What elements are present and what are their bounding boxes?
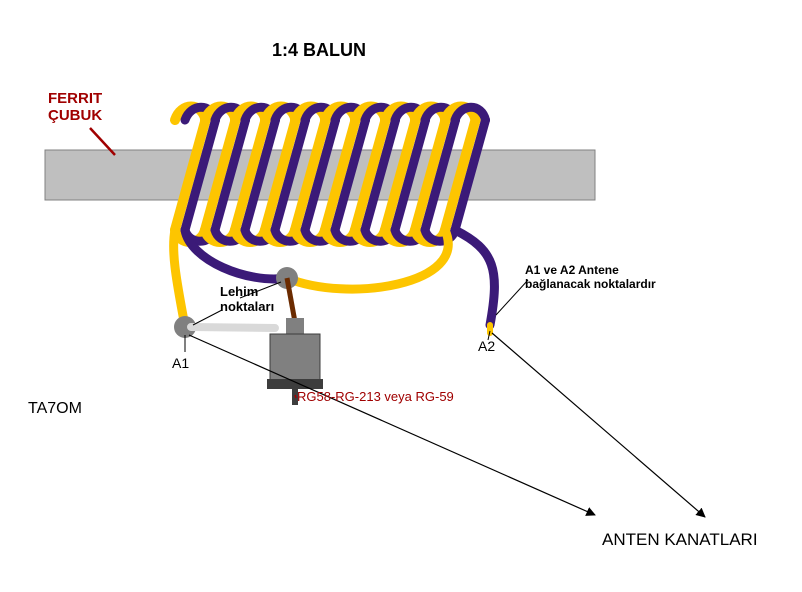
connector-pin bbox=[286, 318, 304, 336]
lehim-leader-2 bbox=[193, 310, 222, 325]
balun-diagram bbox=[0, 0, 802, 592]
a2-label: A2 bbox=[478, 338, 495, 354]
coax-leader bbox=[295, 395, 296, 398]
arrow-a2-anten bbox=[492, 333, 705, 517]
link-a1-connector bbox=[191, 327, 275, 328]
anten-label: ANTEN KANATLARI bbox=[602, 530, 758, 550]
connector-body bbox=[270, 334, 320, 385]
note-leader bbox=[496, 280, 528, 315]
arrow-a1-anten bbox=[189, 335, 595, 515]
a1-label: A1 bbox=[172, 355, 189, 371]
note-label: A1 ve A2 Antene bağlanacak noktalardır bbox=[525, 264, 656, 292]
title-label: 1:4 BALUN bbox=[272, 40, 366, 61]
lead-purple-a2 bbox=[455, 230, 494, 325]
lehim-label: Lehim noktaları bbox=[220, 285, 274, 315]
coax-label: RG58-RG-213 veya RG-59 bbox=[297, 390, 454, 405]
callsign-label: TA7OM bbox=[28, 400, 82, 418]
connector-band bbox=[267, 379, 323, 389]
coil-back bbox=[175, 107, 486, 121]
ferrit-label: FERRIT ÇUBUK bbox=[48, 90, 102, 125]
